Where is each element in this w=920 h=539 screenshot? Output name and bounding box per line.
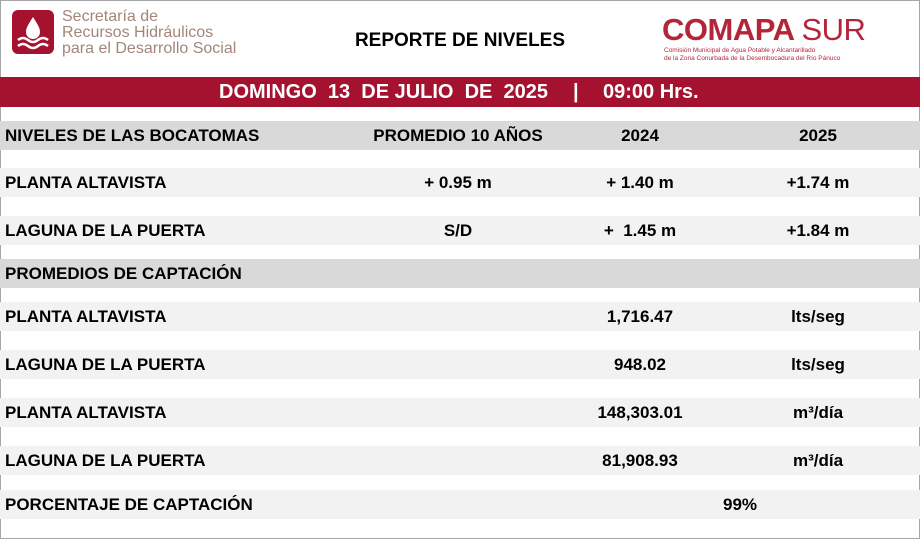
date-band: DOMINGO 13 DE JULIO DE 2025 | 09:00 Hrs. — [0, 77, 920, 107]
cell: +1.84 m — [786, 221, 850, 240]
brand: COMAPA SUR — [662, 12, 866, 48]
levels-header: NIVELES DE LAS BOCATOMAS PROMEDIO 10 AÑO… — [0, 121, 920, 150]
cell: 1,716.47 — [606, 307, 674, 326]
date: DOMINGO 13 DE JULIO DE 2025 — [219, 81, 548, 103]
cell: 99% — [722, 495, 758, 514]
header-cell: 2024 — [621, 126, 659, 145]
brand-line: de la Zona Conurbada de la Desembocadura… — [664, 55, 841, 62]
brand-line: Comisión Municipal de Agua Potable y Alc… — [664, 47, 816, 54]
capture-row: PLANTA ALTAVISTA 1,716.47 lts/seg — [0, 302, 920, 331]
header-cell: PROMEDIOS DE CAPTACIÓN — [5, 264, 242, 283]
time: 09:00 Hrs. — [603, 81, 699, 103]
cell: 148,303.01 — [597, 403, 683, 422]
capture-row: LAGUNA DE LA PUERTA 948.02 lts/seg — [0, 350, 920, 379]
header-cell: PROMEDIO 10 AÑOS — [373, 126, 543, 145]
agency-line: Recursos Hidráulicos — [62, 24, 214, 41]
separator: | — [573, 81, 579, 103]
agency-line: Secretaría de — [62, 8, 159, 25]
cell: +1.74 m — [786, 173, 850, 192]
cell: 948.02 — [614, 355, 666, 374]
agency-logo — [12, 10, 54, 54]
cell: LAGUNA DE LA PUERTA — [5, 451, 206, 470]
capture-header: PROMEDIOS DE CAPTACIÓN — [0, 259, 920, 288]
header-cell: 2025 — [799, 126, 837, 145]
capture-row: PLANTA ALTAVISTA 148,303.01 m³/día — [0, 398, 920, 427]
capture-row: LAGUNA DE LA PUERTA 81,908.93 m³/día — [0, 446, 920, 475]
cell: + 0.95 m — [424, 173, 492, 192]
cell: lts/seg — [791, 307, 845, 326]
header-cell: NIVELES DE LAS BOCATOMAS — [5, 126, 260, 145]
cell: m³/día — [792, 451, 844, 470]
cell: PORCENTAJE DE CAPTACIÓN — [5, 495, 253, 514]
level-row: LAGUNA DE LA PUERTA S/D + 1.45 m +1.84 m — [0, 216, 920, 245]
cell: S/D — [443, 221, 473, 240]
brand-suffix: SUR — [801, 12, 866, 47]
level-row: PLANTA ALTAVISTA + 0.95 m + 1.40 m +1.74… — [0, 168, 920, 197]
brand-name: COMAPA — [662, 12, 794, 47]
cell: + 1.40 m — [606, 173, 674, 192]
cell: PLANTA ALTAVISTA — [5, 307, 167, 326]
agency-line: para el Desarrollo Social — [62, 40, 237, 57]
cell: m³/día — [792, 403, 844, 422]
report-title: REPORTE DE NIVELES — [354, 30, 566, 51]
cell: 81,908.93 — [602, 451, 678, 470]
cell: PLANTA ALTAVISTA — [5, 173, 167, 192]
cell: + 1.45 m — [603, 221, 677, 240]
cell: LAGUNA DE LA PUERTA — [5, 221, 206, 240]
cell: PLANTA ALTAVISTA — [5, 403, 167, 422]
cell: lts/seg — [791, 355, 845, 374]
percentage-row: PORCENTAJE DE CAPTACIÓN 99% — [0, 490, 920, 519]
cell: LAGUNA DE LA PUERTA — [5, 355, 206, 374]
